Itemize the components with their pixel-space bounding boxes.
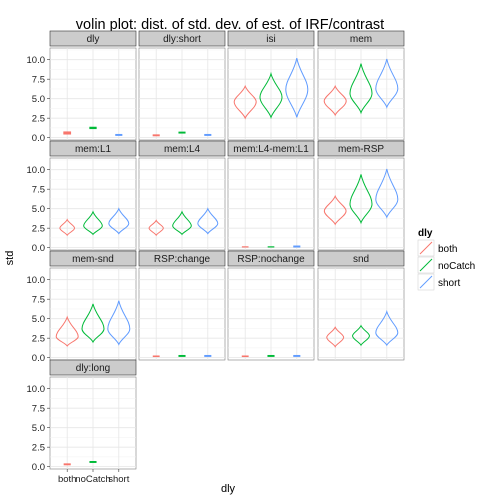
panel-mem-l4-mem-l1: mem:L4-mem:L1 — [227, 140, 315, 251]
strip-label: mem — [350, 34, 372, 45]
y-tick-label: 2.5 — [32, 224, 45, 235]
strip-background — [227, 140, 315, 157]
strip-background — [49, 359, 137, 376]
legend-item-short: short — [417, 273, 460, 291]
y-tick-label: 10.0 — [27, 165, 46, 176]
panel-dly-long: dly:long 0.0 2.5 5.0 7.5 10.0 — [27, 359, 137, 473]
legend-label: short — [438, 278, 460, 289]
violin-noCatch — [349, 174, 373, 225]
violin-short — [108, 207, 130, 235]
legend-item-nocatch: noCatch — [417, 256, 475, 274]
violin-both — [233, 84, 257, 120]
panel-rsp-nochange: RSP:nochange — [227, 250, 315, 361]
chart-title: volin plot: dist. of std. dev. of est. o… — [76, 17, 384, 33]
y-tick-label: 7.5 — [32, 295, 45, 306]
legend-swatch — [419, 275, 433, 289]
violin-short — [285, 58, 309, 118]
y-tick-label: 10.0 — [27, 275, 46, 286]
y-tick-label: 0.0 — [32, 243, 45, 254]
violin-short — [197, 207, 219, 235]
legend-label: noCatch — [438, 261, 475, 272]
y-tick-label: 5.0 — [32, 204, 45, 215]
violin-noCatch — [259, 71, 283, 120]
strip-label: mem-RSP — [338, 144, 384, 155]
strip-background — [49, 250, 137, 267]
panel-mem: mem — [317, 30, 405, 141]
y-axis-title: std — [4, 251, 16, 266]
strip-background — [317, 250, 405, 267]
strip-background — [227, 250, 315, 267]
y-tick-label: 2.5 — [32, 443, 45, 454]
panel-rsp-change: RSP:change — [138, 250, 226, 361]
strip-label: mem:L4 — [164, 144, 201, 155]
panel-isi: isi — [227, 30, 315, 141]
panel-snd: snd — [317, 250, 405, 361]
strip-label: dly — [87, 34, 100, 45]
panel-mem-snd: mem-snd 0.0 2.5 5.0 7.5 10.0 — [27, 250, 137, 364]
strip-background — [49, 140, 137, 157]
strip-background — [227, 30, 315, 47]
strip-label: RSP:nochange — [237, 254, 305, 265]
violin-both — [326, 326, 345, 348]
violin-noCatch — [172, 210, 192, 236]
violin-noCatch — [349, 63, 373, 115]
violin-noCatch — [352, 324, 370, 347]
legend: dly both noCatch short — [417, 228, 475, 291]
legend-item-both: both — [417, 239, 457, 257]
panel-mem-rsp: mem-RSP — [317, 140, 405, 251]
strip-background — [138, 30, 226, 47]
panel-mem-l4: mem:L4 — [138, 140, 226, 251]
y-tick-label: 7.5 — [32, 185, 45, 196]
strip-label: dly:long — [76, 363, 110, 374]
y-tick-label: 10.0 — [27, 384, 46, 395]
x-tick-label: both — [58, 474, 77, 485]
legend-swatch — [419, 258, 433, 272]
strip-background — [317, 30, 405, 47]
violin-noCatch — [81, 303, 105, 344]
strip-background — [317, 140, 405, 157]
y-tick-label: 5.0 — [32, 314, 45, 325]
panel-dly: dly 0.0 2.5 5.0 7.5 10.0 — [27, 30, 137, 144]
strip-label: snd — [353, 254, 369, 265]
violin-noCatch — [83, 210, 103, 236]
strip-background — [138, 140, 226, 157]
violin-short — [375, 309, 399, 347]
strip-label: mem:L1 — [75, 144, 112, 155]
panel-dly-short: dly:short — [138, 30, 226, 141]
strip-label: RSP:change — [154, 254, 211, 265]
y-tick-label: 2.5 — [32, 334, 45, 345]
panel-mem-l1: mem:L1 0.0 2.5 5.0 7.5 10.0 — [27, 140, 137, 254]
x-tick-label: noCatch — [75, 474, 110, 485]
y-tick-label: 5.0 — [32, 423, 45, 434]
y-tick-label: 0.0 — [32, 462, 45, 473]
x-axis-title: dly — [221, 483, 236, 495]
y-tick-label: 0.0 — [32, 133, 45, 144]
strip-label: mem:L4-mem:L1 — [233, 144, 309, 155]
violin-both — [323, 194, 347, 226]
violin-both — [55, 315, 79, 347]
violin-both — [59, 218, 76, 237]
x-tick-label: short — [108, 474, 129, 485]
violin-short — [107, 300, 131, 346]
strip-background — [138, 250, 226, 267]
y-tick-label: 7.5 — [32, 404, 45, 415]
strip-label: dly:short — [163, 34, 201, 45]
strip-background — [49, 30, 137, 47]
legend-title: dly — [418, 228, 433, 239]
y-tick-label: 7.5 — [32, 75, 45, 86]
strip-label: mem-snd — [72, 254, 114, 265]
y-tick-label: 5.0 — [32, 94, 45, 105]
y-tick-label: 0.0 — [32, 353, 45, 364]
y-tick-label: 10.0 — [27, 55, 46, 66]
legend-swatch — [419, 241, 433, 255]
violin-short — [375, 168, 399, 219]
legend-label: both — [438, 244, 457, 255]
violin-both — [323, 84, 347, 117]
strip-label: isi — [266, 34, 275, 45]
violin-short — [375, 58, 399, 109]
panels: dly 0.0 2.5 5.0 7.5 10.0 dly:short isi mem mem:L1… — [27, 30, 405, 485]
violin-both — [148, 219, 164, 237]
y-tick-label: 2.5 — [32, 114, 45, 125]
